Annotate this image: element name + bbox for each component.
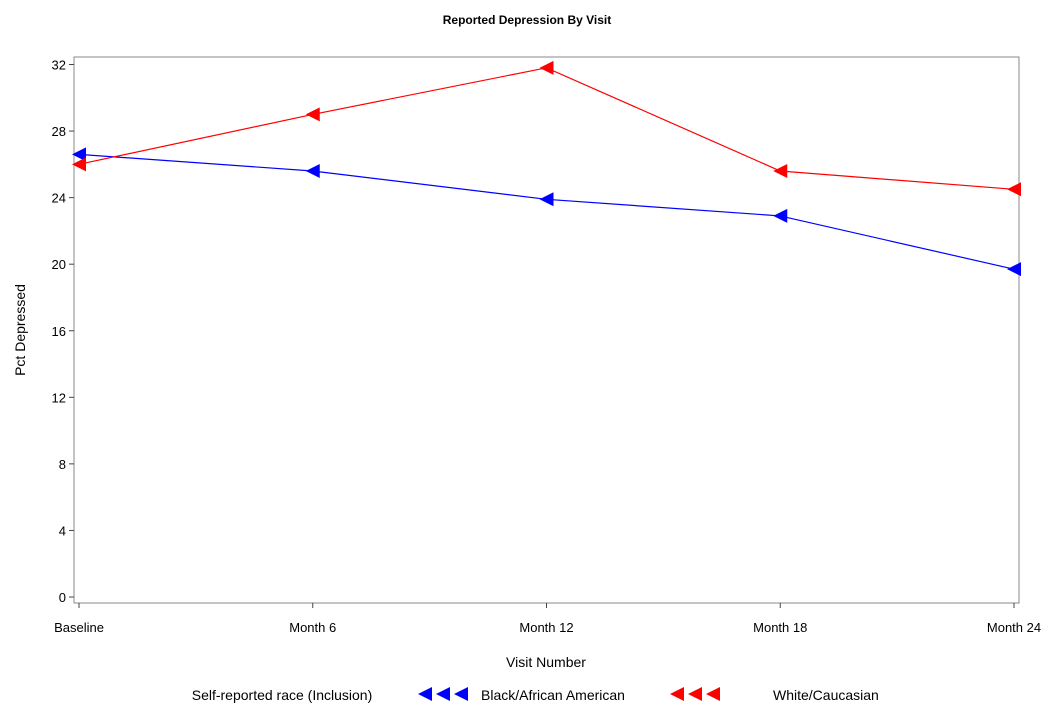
x-axis-label: Visit Number bbox=[506, 654, 586, 670]
data-point bbox=[539, 60, 554, 75]
series-white-caucasian bbox=[72, 60, 1021, 197]
x-tick-label: Baseline bbox=[54, 620, 104, 635]
x-axis: Baseline Month 6 Month 12 Month 18 Month 24 bbox=[54, 603, 1041, 635]
legend-label-black-african-american: Black/African American bbox=[481, 687, 625, 703]
data-point bbox=[72, 147, 86, 162]
series-layer bbox=[72, 60, 1021, 277]
x-tick-label: Month 6 bbox=[289, 620, 336, 635]
legend-marker-icon bbox=[454, 687, 468, 701]
y-axis: 0 4 8 12 16 20 24 28 32 bbox=[52, 58, 74, 605]
y-tick-label: 24 bbox=[52, 191, 66, 206]
legend-marker-white-caucasian bbox=[670, 687, 720, 701]
data-point bbox=[773, 164, 788, 178]
plot-frame bbox=[73, 56, 1020, 604]
data-point bbox=[1007, 262, 1021, 277]
data-point bbox=[1007, 182, 1021, 197]
x-tick-label: Month 18 bbox=[753, 620, 807, 635]
data-point bbox=[305, 164, 320, 178]
legend: Self-reported race (Inclusion) Black/Afr… bbox=[192, 687, 879, 703]
y-axis-label: Pct Depressed bbox=[12, 284, 28, 376]
series-line-black-african-american bbox=[78, 153, 1015, 270]
legend-marker-black-african-american bbox=[418, 687, 468, 701]
legend-label-white-caucasian: White/Caucasian bbox=[773, 687, 879, 703]
y-tick-label: 20 bbox=[52, 257, 66, 272]
y-tick-label: 16 bbox=[52, 324, 66, 339]
series-black-african-american bbox=[72, 147, 1021, 277]
data-point bbox=[72, 157, 86, 172]
data-point bbox=[539, 192, 554, 207]
legend-marker-icon bbox=[418, 687, 432, 701]
legend-marker-icon bbox=[670, 687, 684, 701]
y-tick-label: 8 bbox=[59, 457, 66, 472]
y-tick-label: 28 bbox=[52, 124, 66, 139]
y-tick-label: 32 bbox=[52, 58, 66, 73]
legend-marker-icon bbox=[688, 687, 702, 701]
data-point bbox=[305, 107, 320, 122]
legend-marker-icon bbox=[436, 687, 450, 701]
y-tick-label: 4 bbox=[59, 523, 66, 538]
series-line-white-caucasian bbox=[78, 67, 1015, 190]
chart-title: Reported Depression By Visit bbox=[443, 13, 612, 27]
y-tick-label: 12 bbox=[52, 390, 66, 405]
y-tick-label: 0 bbox=[59, 590, 66, 605]
data-point bbox=[773, 208, 788, 223]
legend-title: Self-reported race (Inclusion) bbox=[192, 687, 373, 703]
x-tick-label: Month 24 bbox=[987, 620, 1041, 635]
x-tick-label: Month 12 bbox=[519, 620, 573, 635]
legend-marker-icon bbox=[706, 687, 720, 701]
